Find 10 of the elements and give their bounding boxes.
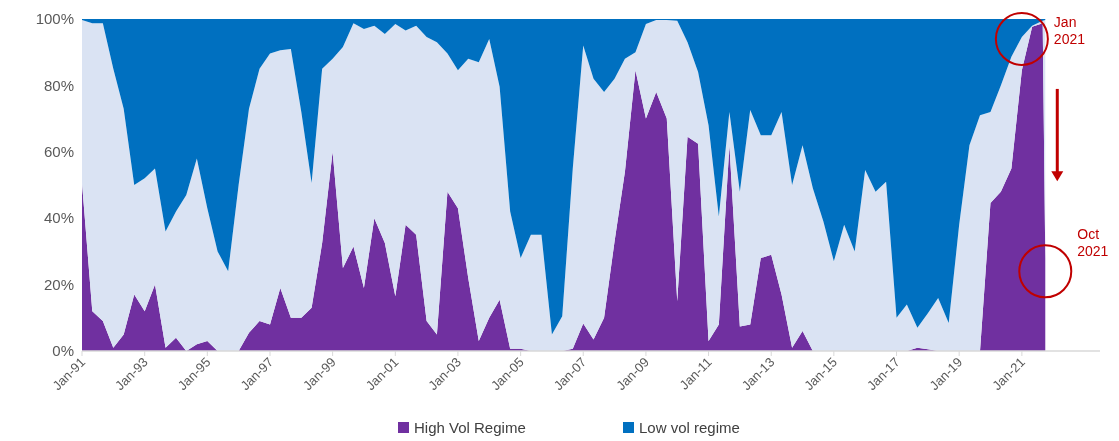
y-tick-label: 40% [43, 209, 74, 227]
legend-label: High Vol Regime [414, 419, 526, 436]
y-tick-label: 20% [43, 275, 74, 293]
legend-label: Low vol regime [639, 419, 740, 436]
y-tick-label: 80% [43, 76, 74, 94]
annotation: Jan 2021 [1053, 13, 1086, 47]
y-tick-label: 0% [52, 342, 74, 360]
y-tick-label: 60% [43, 143, 74, 161]
y-tick-label: 100% [35, 10, 74, 28]
annotation: Oct 2021 [1077, 226, 1109, 260]
